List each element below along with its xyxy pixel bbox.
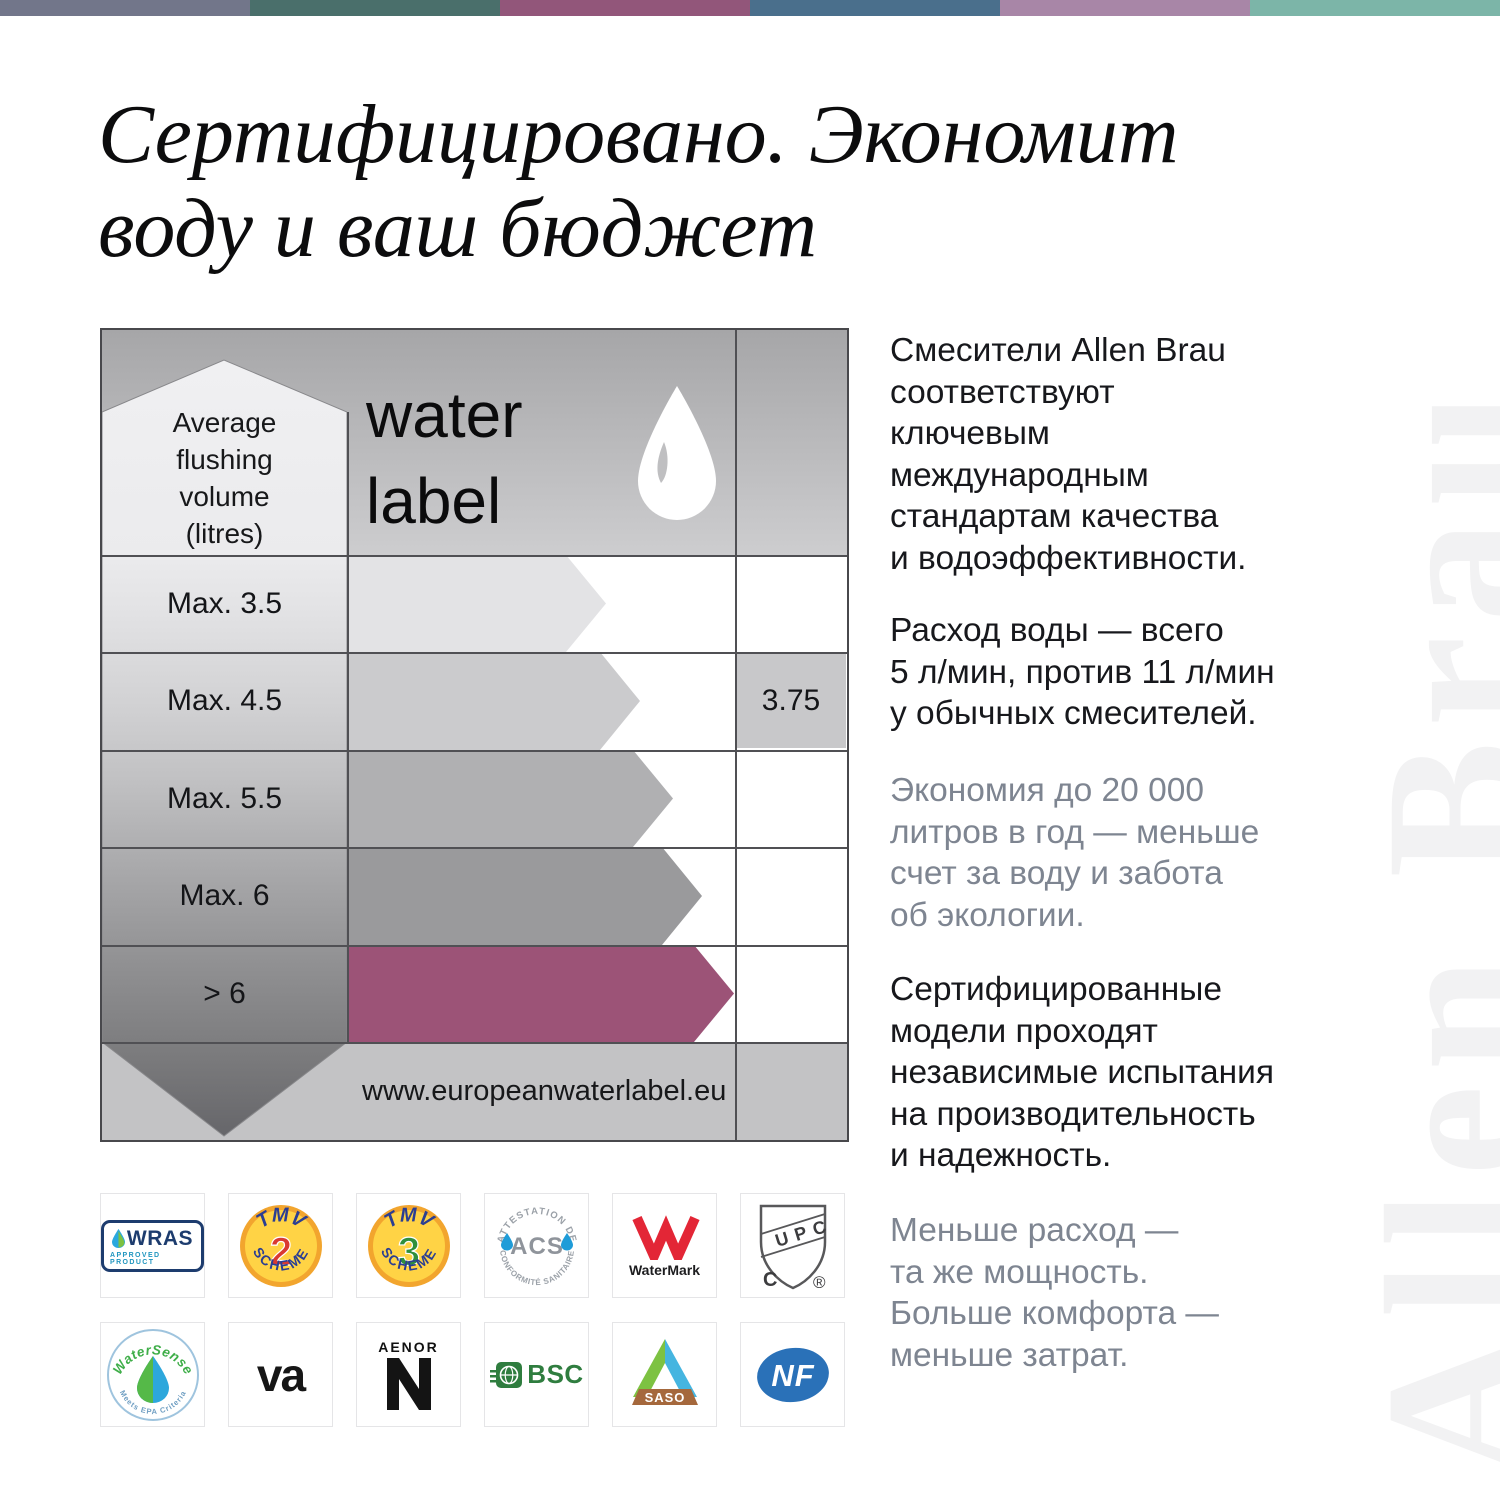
acs-stamp-icon: ATTESTATION DE CONFORMITÉ SANITAIRE ACS [495,1205,577,1286]
bsc-globe-icon [490,1361,523,1388]
upc-c-text: C [763,1269,777,1291]
acs-center-text: ACS [510,1233,564,1260]
saso-label: SASO [644,1390,685,1405]
cert-logo-tmv3: TMV 3 SCHEME [356,1193,461,1298]
tmv3-number: 3 [397,1230,419,1274]
acs-right-drop-icon [560,1232,573,1250]
cert-logo-bsc: BSC [484,1322,589,1427]
upc-registered-mark: ® [813,1273,826,1292]
upc-shield-icon: UPC C ® [759,1204,835,1292]
wras-drop-icon [111,1229,125,1248]
rating-bar [347,847,702,945]
wras-label: WRAS [126,1226,194,1250]
flushing-volume-column-arrow [102,359,347,1137]
cert-logo-tmv2: TMV 2 SCHEME [228,1193,333,1298]
row-label: Max. 6 [179,879,270,912]
tmv3-badge-icon: TMV 3 SCHEME [367,1204,450,1287]
top-color-stripe [0,0,1500,16]
rating-bar [347,750,673,847]
stripe-segment [1000,0,1250,16]
grid-line [735,330,737,1140]
grid-line [102,847,847,849]
water-label-card: 3.75 Average flushing volume (litres) wa… [100,328,849,1142]
row-label: Max. 4.5 [166,684,283,717]
page-title: Сертифицировано. Экономит воду и ваш бюд… [98,88,1179,275]
row-label: Max. 3.5 [166,587,283,620]
water-label-url: www.europeanwaterlabel.eu [362,1075,727,1107]
grid-line [102,555,847,557]
aenor-n-icon [386,1357,431,1410]
certification-logos: WRAS APPROVED PRODUCT TMV 2 SCHEME TMV [100,1193,845,1427]
va-label: va [256,1348,306,1401]
cert-logo-watersense: WaterSense Meets EPA Criteria [100,1322,205,1427]
nf-label: NF [771,1358,814,1393]
watersense-drop-leaf [136,1355,153,1403]
wras-sublabel: APPROVED PRODUCT [110,1251,161,1266]
water-drop-icon [638,386,716,520]
rating-bar [347,555,606,652]
rating-bar-highlight [347,945,734,1042]
water-label-logo-text: water label [366,379,523,537]
grid-line [102,945,847,947]
saso-triangle-icon: SASO [631,1338,698,1405]
stripe-segment [250,0,500,16]
grid-line [102,750,847,752]
cert-logo-aenor: AENOR [356,1322,461,1427]
watermark-w-icon [631,1214,700,1260]
cert-logo-saso: SASO [612,1322,717,1427]
stripe-segment [1250,0,1500,16]
watersense-seal-icon: WaterSense Meets EPA Criteria [106,1328,199,1421]
cert-logo-upc: UPC C ® [740,1193,845,1298]
cert-logo-va: va [228,1322,333,1427]
grid-line [102,1042,847,1044]
acs-left-drop-icon [500,1232,513,1250]
brand-watermark: Allen Brau [1344,377,1500,1480]
row-label: > 6 [203,977,246,1010]
cert-logo-acs: ATTESTATION DE CONFORMITÉ SANITAIRE ACS [484,1193,589,1298]
paragraph-savings: Экономия до 20 000 литров в год — меньше… [890,772,1260,934]
water-label-rating-cell: 3.75 [736,653,846,748]
grid-line [102,652,847,654]
stripe-segment [750,0,1000,16]
nf-oval-icon: NF [756,1347,829,1402]
aenor-label: AENOR [378,1338,439,1355]
tmv2-badge-icon: TMV 2 SCHEME [239,1204,322,1287]
flushing-volume-column-label: Average flushing volume (litres) [172,407,277,549]
paragraph-certified-models: Сертифицированные модели проходят незави… [890,971,1275,1175]
cert-logo-watermark: WaterMark [612,1193,717,1298]
cert-logo-wras: WRAS APPROVED PRODUCT [100,1193,205,1298]
paragraph-flow-rate: Расход воды — всего 5 л/мин, против 11 л… [890,612,1275,733]
bsc-label: BSC [527,1359,584,1389]
stripe-segment [500,0,750,16]
paragraph-standards: Смесители Allen Brau соответствуют ключе… [890,332,1247,577]
watermark-label: WaterMark [628,1261,701,1278]
row-label: Max. 5.5 [166,782,283,815]
tmv2-number: 2 [269,1230,291,1274]
grid-line [347,412,349,1042]
paragraph-less-costs: Меньше расход — та же мощность. Больше к… [890,1212,1219,1374]
rating-bar [347,652,640,750]
cert-logo-nf: NF [740,1322,845,1427]
wras-frame: WRAS APPROVED PRODUCT [101,1219,204,1272]
stripe-segment [0,0,250,16]
